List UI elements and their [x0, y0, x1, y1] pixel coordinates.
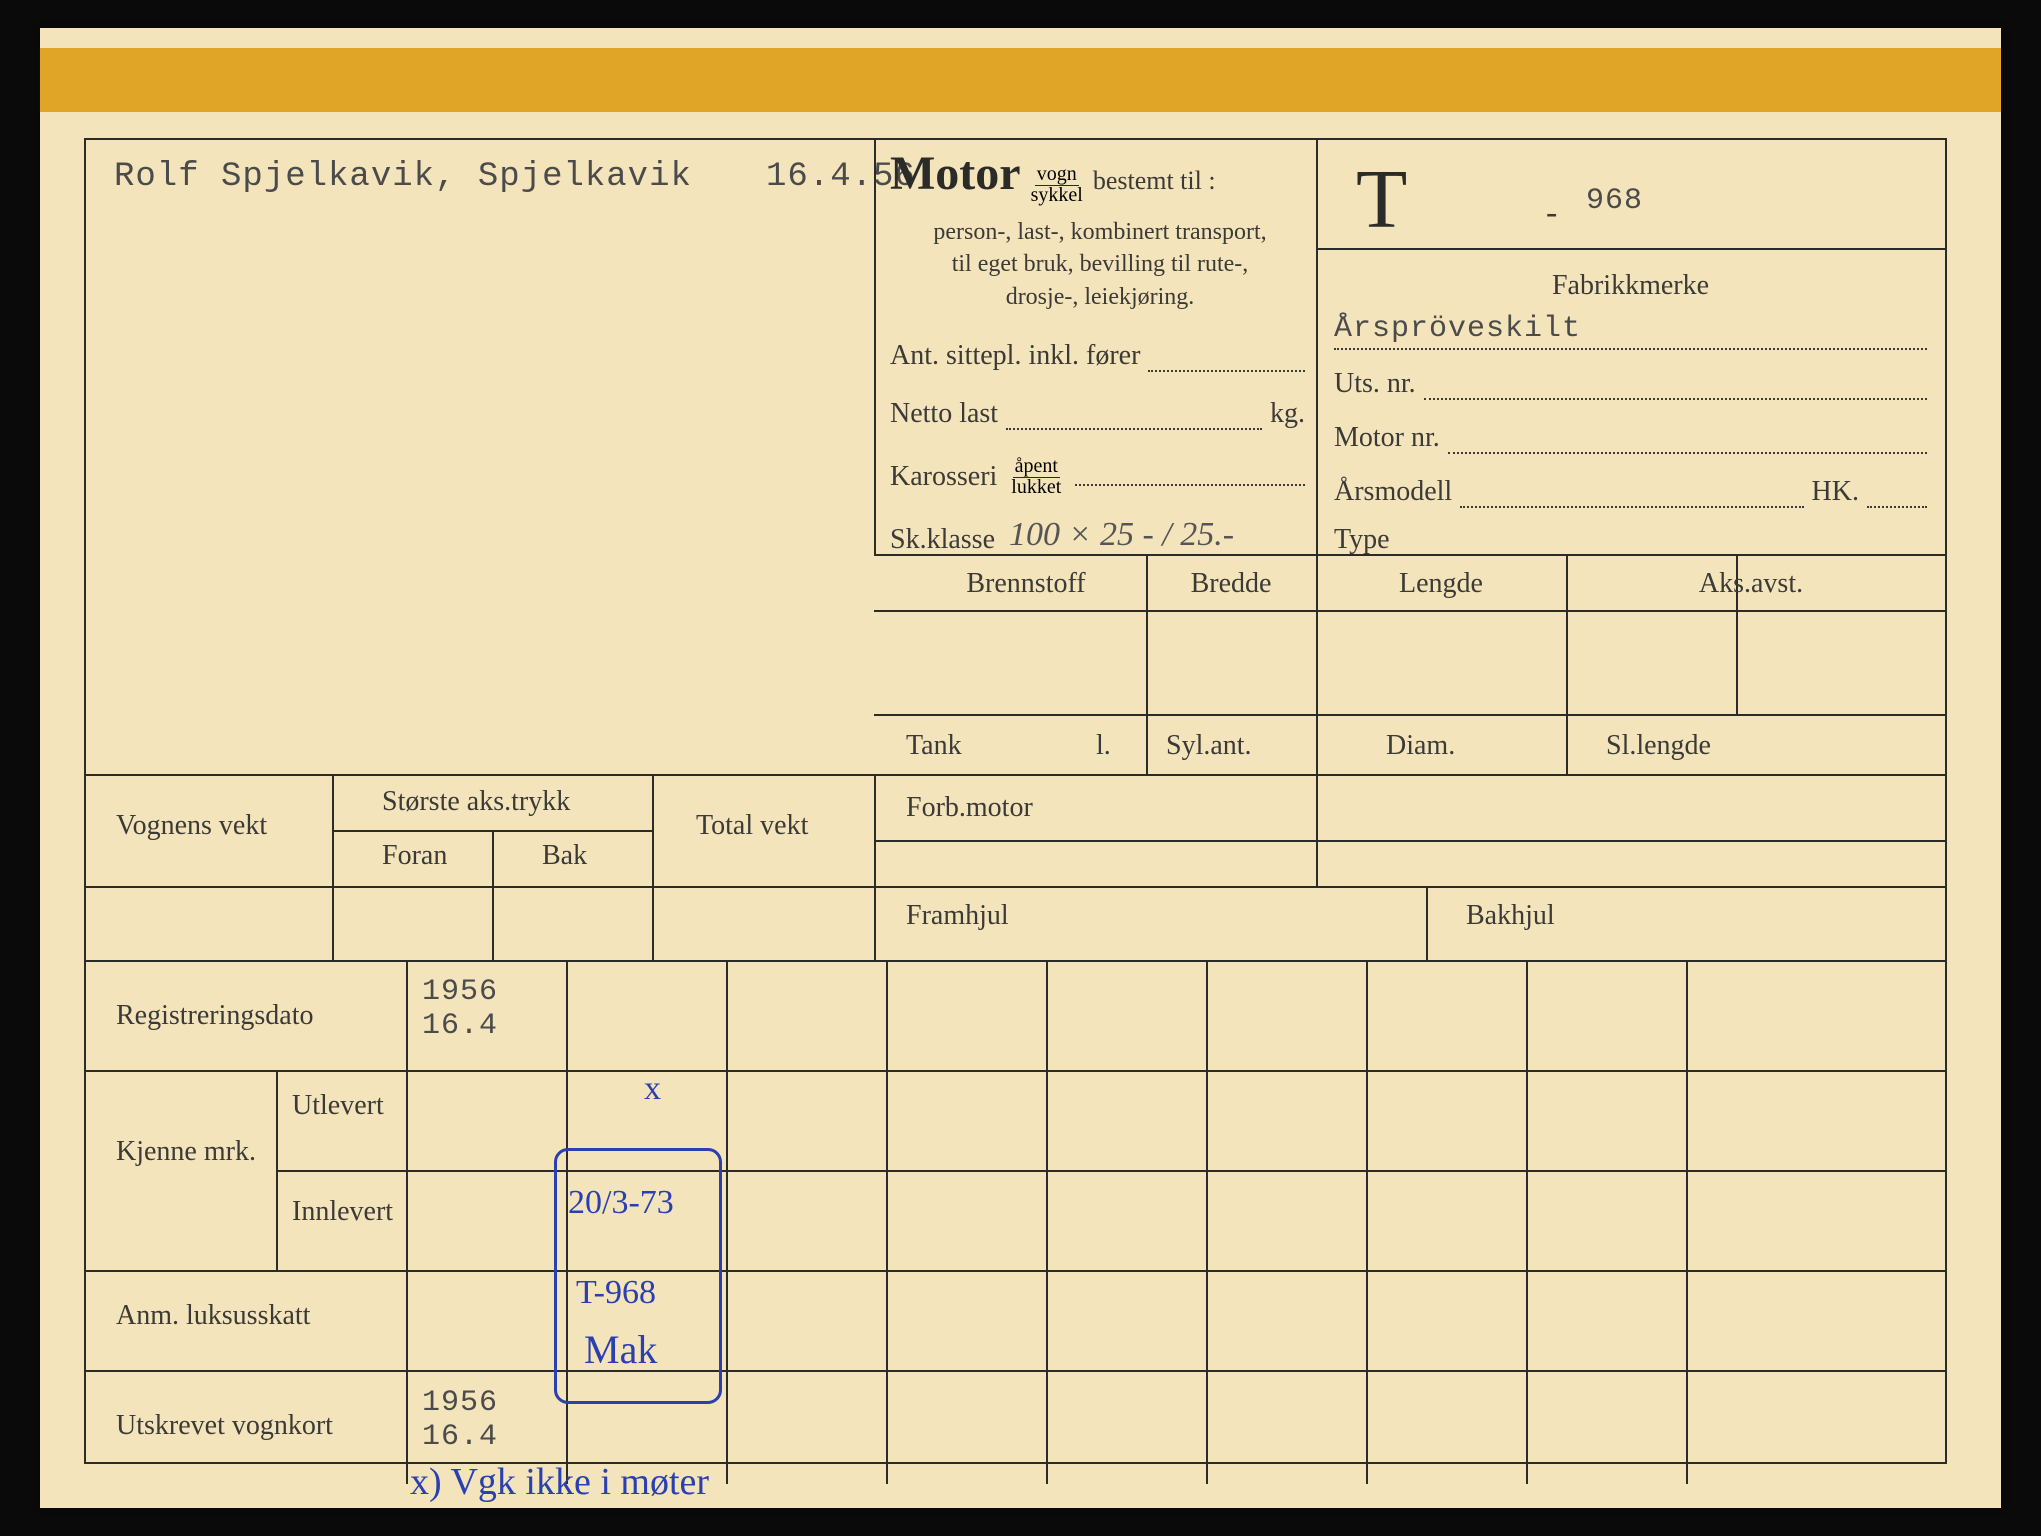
row-ant-sittepl: Ant. sittepl. inkl. fører	[890, 340, 1305, 372]
hand-innlevert: 20/3-73	[568, 1184, 674, 1222]
hdr-sylant: Syl.ant.	[1166, 730, 1252, 762]
hline-470	[874, 610, 1945, 612]
motor-header: Motor vogn sykkel bestemt til :	[890, 150, 1310, 206]
vogn-sykkel-frac: vogn sykkel	[1029, 164, 1085, 206]
hdr-lengde: Lengde	[1316, 568, 1566, 600]
hdr-total-vekt: Total vekt	[696, 810, 808, 842]
fabrikkmerke-row: Årspröveskilt	[1334, 312, 1927, 350]
hline-746	[86, 886, 874, 888]
vline-bot-4	[886, 960, 888, 1484]
type-row: Type	[1334, 524, 1927, 556]
skklasse-value: 100 × 25 - / 25.-	[1003, 516, 1305, 556]
hand-luk-1: T-968	[576, 1274, 656, 1312]
lbl-registreringsdato: Registreringsdato	[116, 1000, 314, 1032]
hand-luk-2: Mak	[584, 1326, 657, 1373]
hdr-vognens-vekt: Vognens vekt	[116, 810, 267, 842]
hdr-storste-aks: Største aks.trykk	[382, 786, 570, 818]
fabrikkmerke-label: Fabrikkmerke	[1316, 270, 1945, 302]
hline-1230	[86, 1370, 1945, 1372]
form-area: Rolf Spjelkavik, Spjelkavik 16.4.56 Moto…	[84, 138, 1947, 1464]
hline-930	[86, 1070, 1945, 1072]
hline-1130	[86, 1270, 1945, 1272]
index-card: Rolf Spjelkavik, Spjelkavik 16.4.56 Moto…	[40, 28, 2001, 1508]
vline-bot-5	[1046, 960, 1048, 1484]
vogn-year: 1956	[422, 1386, 498, 1420]
vline-bot-8	[1526, 960, 1528, 1484]
vline-wt-2	[652, 774, 654, 960]
vline-bot-9	[1686, 960, 1688, 1484]
hdr-foran: Foran	[382, 840, 447, 872]
hline-574	[874, 714, 1945, 716]
uts-nr-row: Uts. nr.	[1334, 368, 1927, 400]
vline-wt-1	[332, 774, 334, 960]
motor-title: Motor	[890, 147, 1021, 200]
vline-wt-3	[874, 774, 876, 960]
hdr-bak: Bak	[542, 840, 587, 872]
arsmodell-row: Årsmodell HK.	[1334, 476, 1927, 508]
vline-bot-3	[726, 960, 728, 1484]
apent-lukket-frac: åpent lukket	[1009, 456, 1063, 498]
dotted-ant	[1148, 354, 1305, 372]
lbl-kjennemrk: Kjenne mrk.	[116, 1136, 256, 1168]
purpose-lines: person-, last-, kombinert transport, til…	[890, 216, 1310, 313]
hand-x-mark: x	[644, 1070, 661, 1108]
typed-name: Rolf Spjelkavik, Spjelkavik	[114, 158, 692, 196]
vline-bot-1	[406, 960, 408, 1484]
vline-bot-7	[1366, 960, 1368, 1484]
hdr-brennstoff: Brennstoff	[906, 568, 1146, 600]
row-skklasse: Sk.klasse 100 × 25 - / 25.-	[890, 516, 1305, 556]
top-stripe	[40, 48, 2001, 112]
lbl-utskrevet: Utskrevet vognkort	[116, 1410, 333, 1442]
vline-spec-2	[1316, 554, 1318, 886]
hline-746-r	[874, 886, 1945, 888]
fabrikkmerke-value: Årspröveskilt	[1334, 312, 1927, 350]
plate-number: 968	[1586, 184, 1643, 218]
motor-nr-row: Motor nr.	[1334, 422, 1927, 454]
hline-690-aks	[332, 830, 652, 832]
page-outer: Rolf Spjelkavik, Spjelkavik 16.4.56 Moto…	[0, 0, 2041, 1536]
vline-tblock-left	[1316, 140, 1318, 554]
lbl-luksusskatt: Anm. luksusskatt	[116, 1300, 310, 1332]
plate-dash: -	[1546, 194, 1557, 232]
row-karosseri: Karosseri åpent lukket	[890, 456, 1305, 498]
hdr-sllengde: Sl.lengde	[1606, 730, 1711, 762]
dotted-netto	[1006, 412, 1262, 430]
reg-year: 1956	[422, 976, 498, 1009]
hdr-forbmotor: Forb.motor	[906, 792, 1033, 824]
row-netto-last: Netto last kg.	[890, 398, 1305, 430]
vline-wt-1b	[492, 830, 494, 960]
hdr-aksavst: Aks.avst.	[1566, 568, 1936, 600]
hdr-diam: Diam.	[1386, 730, 1455, 762]
hline-700	[874, 840, 1945, 842]
hline-1030	[276, 1170, 1945, 1172]
hand-bottom-note: x) Vgk ikke i møter	[410, 1460, 709, 1504]
bestemt-til: bestemt til :	[1093, 166, 1216, 195]
plate-letter-T: T	[1356, 158, 1407, 242]
vline-bot-6	[1206, 960, 1208, 1484]
hline-820	[86, 960, 1945, 962]
hdr-tank: Tank	[906, 730, 962, 762]
hdr-tank-l: l.	[1096, 730, 1111, 762]
dotted-karosseri	[1075, 468, 1305, 486]
hdr-bredde: Bredde	[1146, 568, 1316, 600]
hline-414	[874, 554, 1945, 556]
lbl-utlevert: Utlevert	[292, 1090, 384, 1122]
reg-date: 16.4	[422, 1010, 498, 1043]
vogn-date: 16.4	[422, 1420, 498, 1454]
vline-motorblock-left	[874, 140, 876, 554]
hline-under-T	[1316, 248, 1945, 250]
lbl-innlevert: Innlevert	[292, 1196, 393, 1228]
hdr-bakhjul: Bakhjul	[1466, 900, 1555, 932]
hdr-framhjul: Framhjul	[906, 900, 1009, 932]
